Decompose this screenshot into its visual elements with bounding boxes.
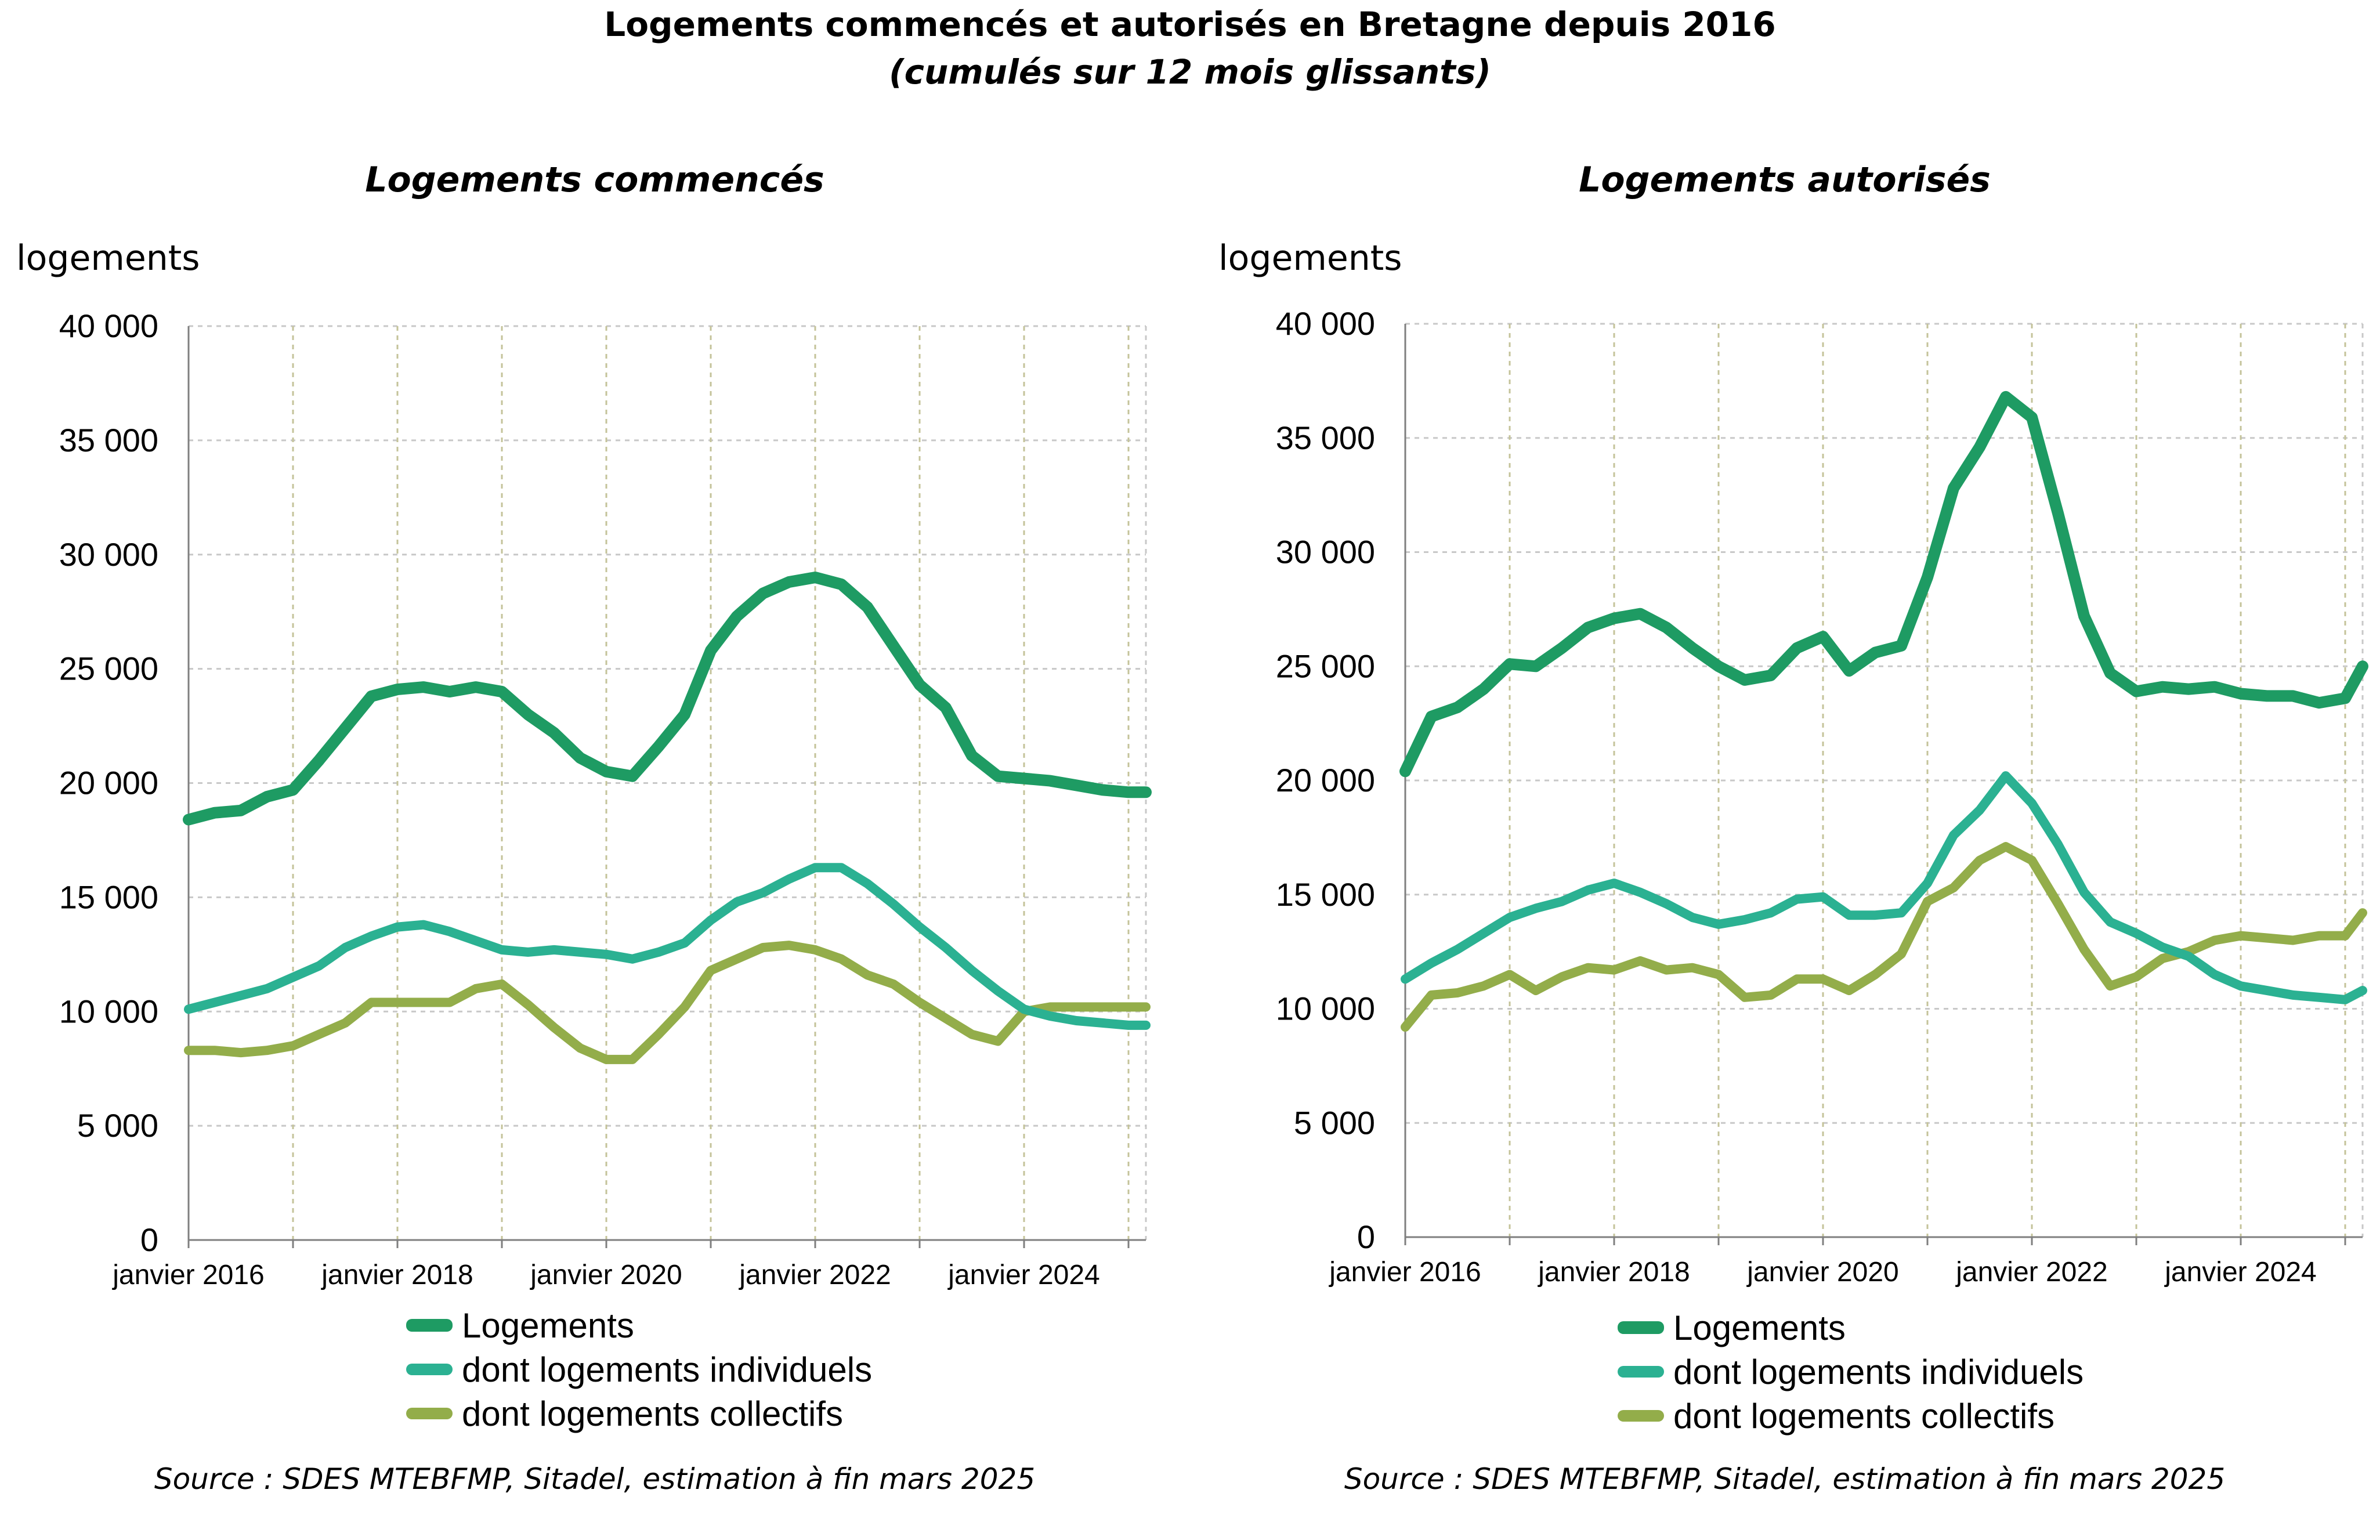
y-tick-label: 30 000 [1276,534,1375,570]
source-note: Source : SDES MTEBFMP, Sitadel, estimati… [1344,1462,2226,1496]
panel-title: Logements commencés [365,160,824,200]
x-tick-label: janvier 2018 [320,1260,473,1290]
x-tick-label: janvier 2020 [529,1260,682,1290]
x-tick-label: janvier 2022 [1955,1257,2108,1288]
series-line-collectifs [184,941,1151,1064]
legend-label: dont logements collectifs [1673,1396,2055,1436]
legend: Logements dont logements individuels don… [1618,1306,2084,1438]
y-tick-label: 5 000 [1294,1104,1375,1141]
legend-swatch-individuels [406,1364,453,1375]
y-tick-label: 10 000 [59,993,158,1029]
series-line-individuels [1401,771,2367,1004]
panel-logements-autorises: Logements autorisés logements 0 5 000 10 0… [1189,0,2380,1540]
x-tick-label: janvier 2024 [947,1260,1100,1290]
y-tick-label: 20 000 [1276,762,1375,798]
legend-item-individuels: dont logements individuels [406,1347,872,1391]
legend-label: Logements [462,1306,634,1345]
legend-label: dont logements individuels [462,1350,873,1389]
y-tick-label: 0 [140,1221,158,1258]
x-tick-label: janvier 2016 [111,1260,265,1290]
y-tick-label: 10 000 [1276,990,1375,1027]
legend-swatch-logements [1618,1321,1664,1334]
y-tick-label: 15 000 [1276,876,1375,913]
series-line-individuels [184,863,1151,1030]
y-tick-label: 20 000 [59,765,158,801]
y-tick-label: 15 000 [59,879,158,915]
y-tick-label: 25 000 [1276,648,1375,684]
legend-item-logements: Logements [1618,1306,2084,1350]
x-tick-label: janvier 2018 [1537,1257,1690,1288]
x-tick-label: janvier 2022 [738,1260,891,1290]
legend-label: dont logements individuels [1673,1352,2084,1391]
legend-swatch-collectifs [406,1408,453,1419]
series-line-logements [1399,391,2368,778]
y-tick-label: 40 000 [59,308,158,344]
y-axis-unit: logements [16,238,200,279]
y-axis-unit: logements [1218,238,1402,279]
legend-swatch-logements [406,1319,453,1332]
y-tick-label: 0 [1357,1219,1375,1255]
legend: Logements dont logements individuels don… [406,1303,872,1436]
panel-logements-commences: Logements commencés logements 0 5 000 10 0… [0,0,1189,1540]
legend-swatch-collectifs [1618,1410,1664,1422]
x-tick-label: janvier 2024 [2164,1257,2317,1288]
y-tick-label: 5 000 [77,1107,158,1144]
legend-label: Logements [1673,1308,1846,1347]
series-line-logements [183,572,1152,826]
legend-item-collectifs: dont logements collectifs [1618,1394,2084,1438]
legend-label: dont logements collectifs [462,1394,844,1433]
panel-title: Logements autorisés [1579,160,1991,200]
source-note: Source : SDES MTEBFMP, Sitadel, estimati… [154,1462,1036,1496]
legend-item-logements: Logements [406,1303,872,1347]
x-tick-label: janvier 2016 [1328,1257,1481,1288]
line-chart-commences: 0 5 000 10 000 15 000 20 000 25 000 30 000 35 0… [59,308,1152,1290]
chart-title: Logements commencés et autorisés en Bret… [604,5,1776,44]
x-tick-label: janvier 2020 [1746,1257,1899,1288]
chart-subtitle: (cumulés sur 12 mois glissants) [889,52,1491,92]
y-tick-label: 35 000 [1276,420,1375,456]
series-line-collectifs [1401,842,2367,1032]
y-tick-label: 25 000 [59,650,158,687]
legend-item-collectifs: dont logements collectifs [406,1391,872,1436]
y-tick-label: 40 000 [1276,305,1375,342]
line-chart-autorises: 0 5 000 10 000 15 000 20 000 25 000 30 000 35 0… [1276,305,2368,1288]
legend-item-individuels: dont logements individuels [1618,1350,2084,1394]
y-tick-label: 35 000 [59,422,158,458]
y-tick-label: 30 000 [59,536,158,573]
legend-swatch-individuels [1618,1366,1664,1378]
